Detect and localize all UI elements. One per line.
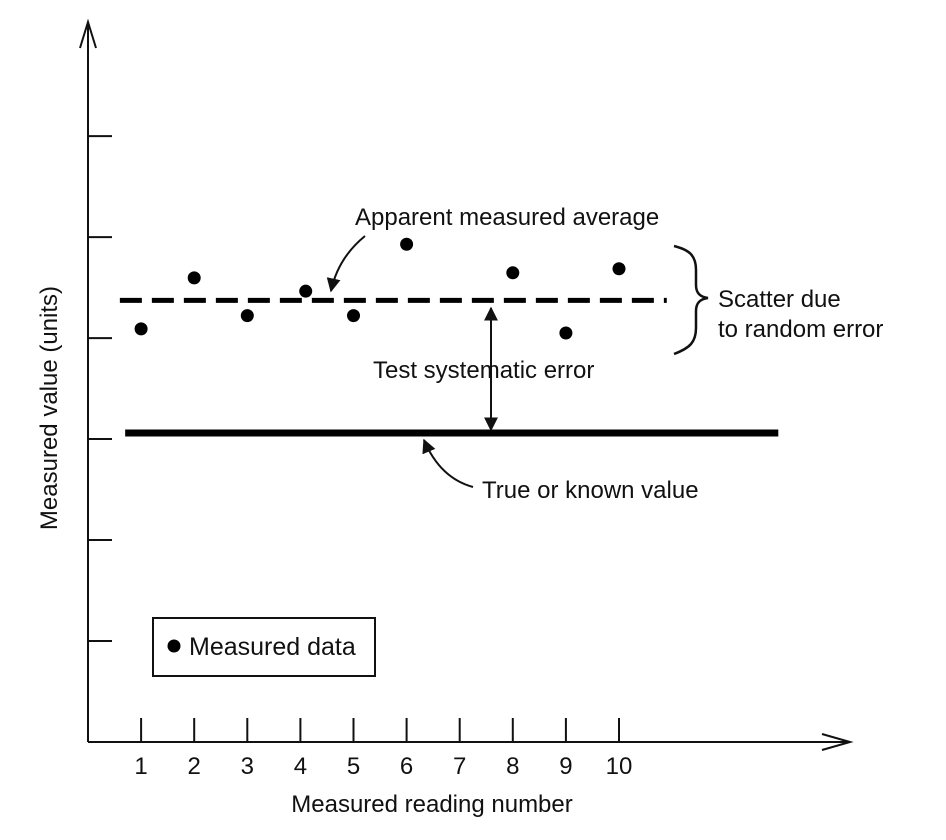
x-tick-label: 9	[559, 753, 572, 780]
data-point	[612, 262, 626, 276]
apparent-average-label: Apparent measured average	[355, 204, 659, 231]
legend: Measured data	[152, 617, 376, 677]
y-ticks	[88, 135, 112, 643]
x-tick-label: 7	[453, 753, 466, 780]
x-tick-label: 2	[188, 753, 201, 780]
x-tick-label: 5	[347, 753, 360, 780]
y-axis	[79, 18, 97, 742]
x-tick-label: 10	[606, 753, 633, 780]
scatter-label-line1: Scatter due	[718, 286, 841, 313]
legend-marker	[167, 639, 181, 653]
x-tick-label: 1	[134, 753, 147, 780]
scatter-brace	[673, 244, 709, 356]
legend-label: Measured data	[189, 633, 356, 661]
data-point	[506, 266, 520, 280]
y-axis-title: Measured value (units)	[36, 286, 63, 530]
data-point	[134, 322, 148, 336]
x-axis-title: Measured reading number	[291, 791, 573, 818]
data-point	[400, 237, 414, 251]
x-ticks: 1 2 3 4 5 6 7 8 9 10	[134, 718, 632, 780]
apparent-average-pointer	[326, 235, 366, 293]
systematic-error-label: Test systematic error	[373, 357, 594, 384]
true-value-label: True or known value	[482, 477, 699, 504]
x-tick-label: 4	[294, 753, 307, 780]
measured-data-points	[134, 237, 626, 340]
data-point	[240, 309, 254, 323]
data-point	[299, 284, 313, 298]
x-tick-label: 6	[400, 753, 413, 780]
x-axis	[88, 733, 854, 751]
x-tick-label: 3	[241, 753, 254, 780]
true-value-pointer	[422, 438, 474, 488]
scatter-label-line2: to random error	[718, 316, 883, 343]
data-point	[187, 271, 201, 285]
data-point	[347, 309, 360, 323]
legend-box	[152, 617, 376, 677]
data-point	[559, 326, 573, 340]
x-tick-label: 8	[506, 753, 519, 780]
